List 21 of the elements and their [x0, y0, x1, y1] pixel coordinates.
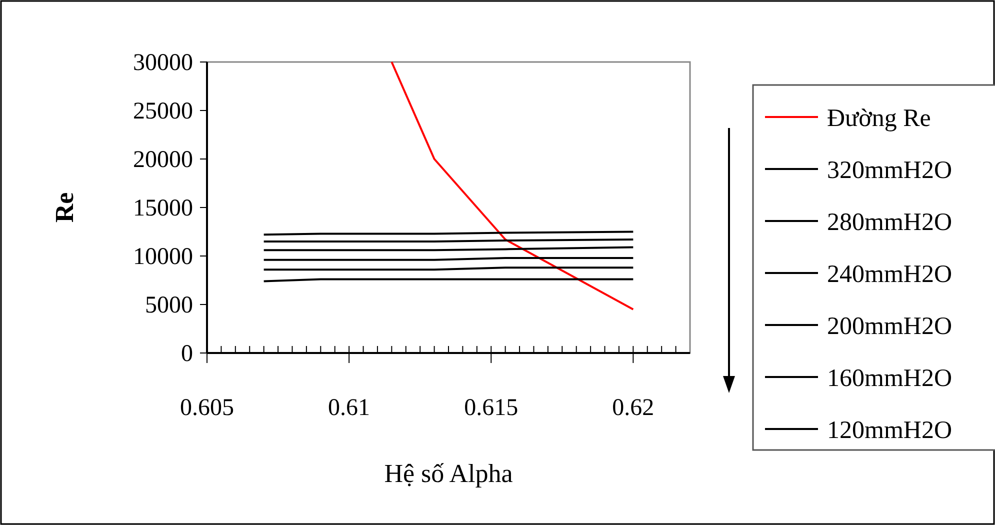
legend-label: 320mmH2O: [827, 157, 952, 184]
x-tick-label: 0.615: [464, 395, 518, 421]
y-tick-label: 10000: [133, 244, 193, 270]
y-tick-label: 25000: [133, 98, 193, 124]
legend-label: 120mmH2O: [827, 417, 952, 444]
y-tick-label: 15000: [133, 196, 193, 222]
legend-label: 280mmH2O: [827, 209, 952, 236]
legend-label: Đường Re: [827, 105, 931, 132]
line-series: [390, 61, 634, 310]
legend-label: 200mmH2O: [827, 313, 952, 340]
x-tick-label: 0.62: [612, 395, 654, 421]
y-tick-label: 0: [181, 341, 193, 367]
y-tick-label: 30000: [133, 50, 193, 76]
legend-label: 160mmH2O: [827, 365, 952, 392]
y-axis-title: Re: [50, 192, 79, 223]
y-tick-label: 20000: [133, 147, 193, 173]
x-tick-label: 0.61: [328, 395, 370, 421]
legend-label: 240mmH2O: [827, 261, 952, 288]
x-tick-label: 0.605: [180, 395, 234, 421]
y-tick-label: 5000: [145, 292, 193, 318]
x-axis-title: Hệ số Alpha: [384, 459, 514, 488]
